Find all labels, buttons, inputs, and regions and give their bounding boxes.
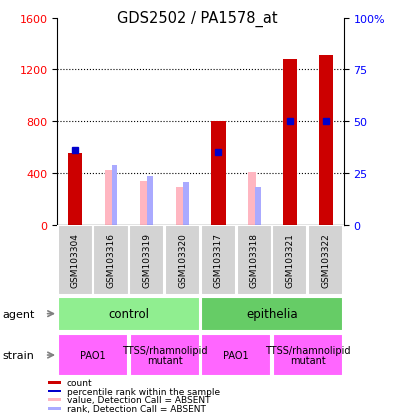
Bar (176, 188, 185, 225)
Bar (49, 407, 61, 410)
Text: GSM103318: GSM103318 (250, 233, 259, 287)
Text: GSM103304: GSM103304 (71, 233, 80, 287)
Bar (211, 122, 226, 225)
Bar (308, 225, 343, 295)
Text: TTSS/rhamnolipid
mutant: TTSS/rhamnolipid mutant (122, 345, 207, 366)
Text: strain: strain (2, 350, 34, 360)
Bar (147, 177, 153, 225)
Bar (49, 399, 61, 401)
Text: value, Detection Call = ABSENT: value, Detection Call = ABSENT (67, 395, 211, 404)
Bar (112, 166, 117, 225)
Text: GSM103319: GSM103319 (142, 233, 151, 287)
Bar (273, 225, 307, 295)
Bar (49, 389, 61, 392)
Text: GSM103321: GSM103321 (286, 233, 294, 287)
Text: GDS2502 / PA1578_at: GDS2502 / PA1578_at (117, 10, 278, 26)
Bar (140, 181, 149, 225)
Bar (58, 334, 128, 376)
Bar (283, 60, 297, 225)
Bar (165, 225, 200, 295)
Bar (255, 188, 261, 225)
Bar (319, 56, 333, 225)
Bar (201, 334, 271, 376)
Bar (273, 334, 343, 376)
Text: rank, Detection Call = ABSENT: rank, Detection Call = ABSENT (67, 404, 206, 413)
Bar (105, 171, 113, 225)
Text: TTSS/rhamnolipid
mutant: TTSS/rhamnolipid mutant (265, 345, 351, 366)
Bar (129, 225, 164, 295)
Text: agent: agent (2, 309, 34, 319)
Text: epithelia: epithelia (246, 307, 298, 320)
Text: PAO1: PAO1 (224, 350, 249, 360)
Bar (248, 172, 256, 225)
Text: percentile rank within the sample: percentile rank within the sample (67, 387, 220, 396)
Text: PAO1: PAO1 (80, 350, 106, 360)
Text: GSM103322: GSM103322 (321, 233, 330, 287)
Text: control: control (108, 307, 149, 320)
Bar (58, 225, 93, 295)
Text: GSM103320: GSM103320 (178, 233, 187, 287)
Text: GSM103317: GSM103317 (214, 233, 223, 287)
Bar (183, 183, 189, 225)
Bar (130, 334, 200, 376)
Bar (237, 225, 272, 295)
Bar (49, 381, 61, 384)
Bar (201, 297, 343, 331)
Text: count: count (67, 378, 92, 387)
Text: GSM103316: GSM103316 (107, 233, 115, 287)
Bar (201, 225, 236, 295)
Bar (68, 154, 82, 225)
Bar (94, 225, 128, 295)
Bar (58, 297, 200, 331)
